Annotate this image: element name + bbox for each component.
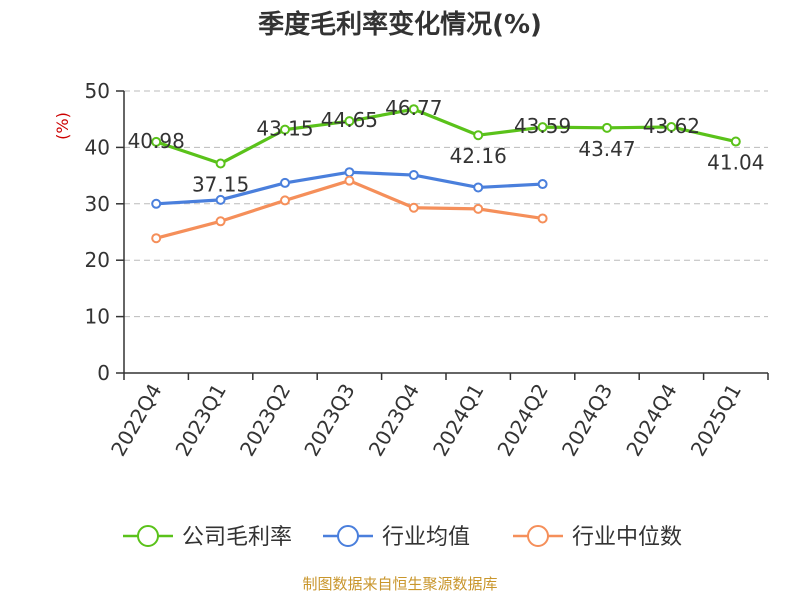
data-point[interactable] [344, 167, 355, 178]
data-point[interactable] [408, 202, 419, 213]
data-point[interactable] [473, 182, 484, 193]
series-lines [151, 104, 741, 244]
chart-title: 季度毛利率变化情况(%) [258, 9, 542, 40]
data-label: 43.15 [256, 117, 313, 141]
data-point[interactable] [602, 122, 612, 133]
x-tick-label: 2023Q4 [364, 380, 424, 461]
legend-item-0[interactable]: 公司毛利率 [123, 525, 292, 550]
data-point[interactable] [151, 136, 162, 147]
data-point[interactable] [473, 203, 484, 214]
y-tick-label: 0 [97, 361, 110, 385]
y-tick-label: 40 [85, 135, 110, 159]
legend-marker [527, 525, 549, 547]
x-tick-label: 2024Q2 [492, 380, 552, 461]
data-label: 44.65 [321, 108, 378, 132]
data-point[interactable] [280, 195, 290, 206]
data-label: 43.62 [643, 114, 700, 138]
legend-item-2[interactable]: 行业中位数 [513, 525, 682, 550]
data-labels: 40.98 37.15 43.15 44.65 46.77 42.16 43.59 43.47… [128, 96, 765, 196]
x-tick-label: 2025Q1 [686, 380, 746, 461]
data-point[interactable] [537, 213, 548, 224]
data-point[interactable] [408, 104, 419, 115]
y-tick-label: 10 [85, 305, 110, 329]
x-tick-label: 2024Q4 [621, 380, 681, 461]
y-tick-label: 50 [85, 79, 110, 103]
y-axis-unit-label: (%) [53, 112, 72, 140]
x-tick-label: 2024Q1 [428, 380, 488, 461]
legend-marker [337, 525, 359, 547]
data-point[interactable] [215, 216, 226, 227]
x-tick-label: 2023Q2 [235, 380, 295, 461]
data-point[interactable] [215, 158, 226, 169]
data-point[interactable] [537, 179, 548, 190]
x-tick-label: 2022Q4 [106, 380, 166, 461]
legend-label: 公司毛利率 [182, 525, 292, 550]
data-point[interactable] [473, 130, 484, 141]
data-point[interactable] [215, 194, 226, 205]
legend-label: 行业均值 [382, 525, 470, 550]
gridlines [124, 90, 768, 318]
data-label: 46.77 [385, 96, 442, 120]
data-label: 37.15 [192, 172, 249, 196]
data-label: 41.04 [707, 151, 764, 175]
data-point[interactable] [408, 170, 419, 181]
legend[interactable]: 公司毛利率 行业均值 行业中位数 [123, 525, 682, 550]
legend-label: 行业中位数 [572, 525, 682, 550]
x-tick-label: 2023Q1 [170, 380, 230, 461]
data-point[interactable] [280, 124, 290, 135]
x-tick-label: 2023Q3 [299, 380, 359, 461]
data-point[interactable] [280, 177, 290, 188]
data-label: 43.59 [514, 114, 571, 138]
y-tick-label: 20 [85, 248, 110, 272]
data-point[interactable] [151, 233, 162, 244]
legend-item-1[interactable]: 行业均值 [323, 525, 470, 550]
data-label: 40.98 [128, 129, 185, 153]
data-label: 43.47 [578, 137, 635, 161]
data-point[interactable] [344, 175, 355, 186]
y-tick-label: 30 [85, 192, 110, 216]
data-point[interactable] [730, 136, 741, 147]
data-point[interactable] [666, 121, 677, 132]
data-point[interactable] [537, 122, 548, 133]
series-line-0 [154, 107, 738, 166]
x-tick-label: 2024Q3 [557, 380, 617, 461]
legend-marker [137, 525, 159, 547]
data-point[interactable] [151, 198, 162, 209]
data-label: 42.16 [450, 144, 507, 168]
source-note: 制图数据来自恒生聚源数据库 [302, 575, 497, 593]
data-point[interactable] [344, 116, 355, 127]
